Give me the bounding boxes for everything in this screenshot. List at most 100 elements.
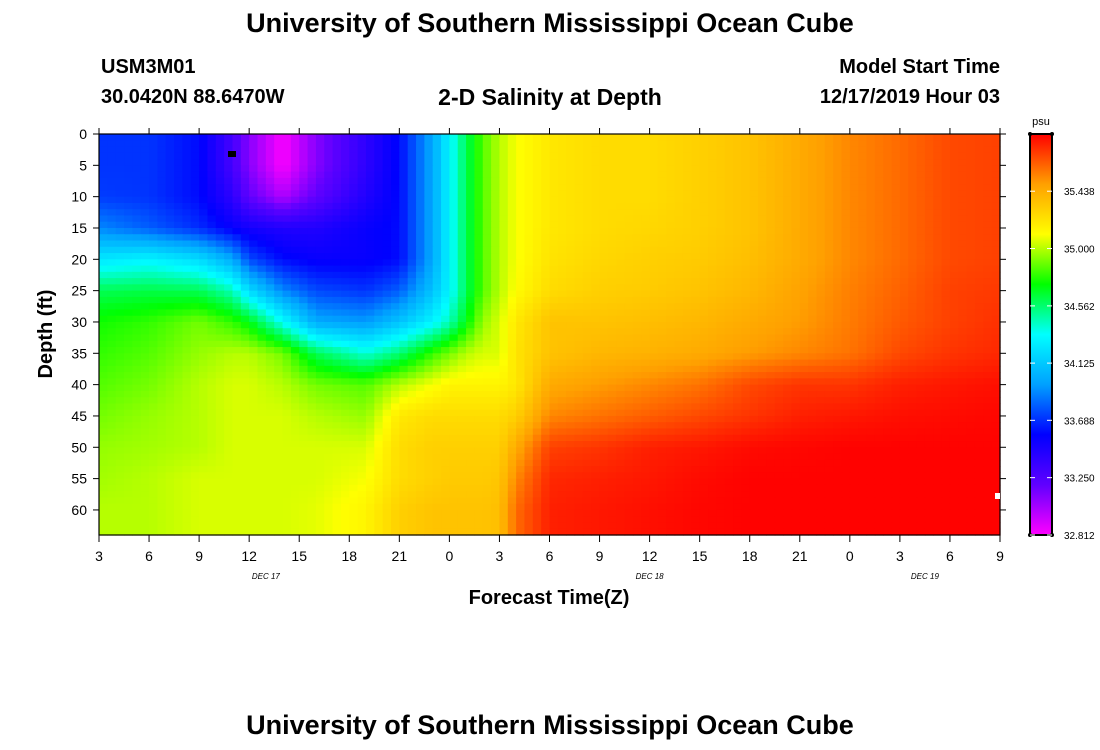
heatmap-cell xyxy=(833,290,843,298)
heatmap-cell xyxy=(324,328,334,336)
heatmap-cell xyxy=(224,227,234,235)
heatmap-cell xyxy=(132,347,142,354)
heatmap-cell xyxy=(140,284,150,292)
heatmap-cell xyxy=(607,234,617,242)
heatmap-cell xyxy=(666,296,676,304)
heatmap-cell xyxy=(916,278,926,285)
heatmap-cell xyxy=(516,290,526,298)
heatmap-cell xyxy=(357,378,367,386)
heatmap-cell xyxy=(124,209,133,217)
heatmap-cell xyxy=(716,165,726,173)
heatmap-cell xyxy=(924,171,934,179)
heatmap-cell xyxy=(474,290,484,298)
heatmap-cell xyxy=(841,340,851,348)
heatmap-cell xyxy=(215,347,225,354)
heatmap-cell xyxy=(649,340,659,348)
heatmap-cell xyxy=(190,215,200,223)
heatmap-cell xyxy=(140,271,150,279)
heatmap-cell xyxy=(182,215,192,223)
heatmap-cell xyxy=(332,365,342,373)
heatmap-cell xyxy=(616,234,626,242)
heatmap-cell xyxy=(124,372,133,379)
heatmap-cell xyxy=(441,303,450,311)
heatmap-cell xyxy=(315,259,325,267)
heatmap-cell xyxy=(307,171,317,179)
heatmap-cell xyxy=(974,278,984,285)
heatmap-cell xyxy=(599,378,609,386)
heatmap-cell xyxy=(399,165,409,173)
heatmap-cell xyxy=(582,134,592,141)
heatmap-cell xyxy=(157,253,167,260)
heatmap-cell xyxy=(441,146,450,154)
heatmap-cell xyxy=(199,152,209,160)
heatmap-cell xyxy=(466,303,476,311)
heatmap-cell xyxy=(949,202,959,210)
heatmap-cell xyxy=(549,140,559,148)
heatmap-cell xyxy=(249,215,259,223)
heatmap-cell xyxy=(616,415,626,423)
heatmap-cell xyxy=(140,378,150,386)
heatmap-cell xyxy=(632,378,642,386)
heatmap-cell xyxy=(149,265,158,273)
heatmap-cell xyxy=(407,221,417,229)
heatmap-cell xyxy=(424,309,434,317)
heatmap-cell xyxy=(140,190,150,198)
heatmap-cell xyxy=(474,159,484,166)
heatmap-cell xyxy=(124,378,133,386)
heatmap-cell xyxy=(382,309,392,317)
heatmap-cell xyxy=(274,328,284,336)
heatmap-cell xyxy=(841,284,851,292)
heatmap-cell xyxy=(966,253,976,260)
heatmap-cell xyxy=(883,290,893,298)
heatmap-cell xyxy=(941,353,951,361)
heatmap-cell xyxy=(557,215,567,223)
heatmap-cell xyxy=(174,315,184,323)
heatmap-cell xyxy=(749,365,759,373)
heatmap-cell xyxy=(966,334,976,342)
heatmap-cell xyxy=(390,347,400,354)
heatmap-cell xyxy=(799,259,809,267)
heatmap-cell xyxy=(207,309,217,317)
heatmap-cell xyxy=(599,365,609,373)
heatmap-cell xyxy=(966,415,976,423)
heatmap-cell xyxy=(916,415,926,423)
heatmap-cell xyxy=(432,253,442,260)
heatmap-cell xyxy=(132,422,142,430)
heatmap-cell xyxy=(908,209,918,217)
heatmap-cell xyxy=(991,221,1001,229)
heatmap-cell xyxy=(207,265,217,273)
heatmap-cell xyxy=(232,246,242,254)
heatmap-cell xyxy=(432,328,442,336)
heatmap-cell xyxy=(124,365,133,373)
heatmap-cell xyxy=(149,422,158,430)
heatmap-cell xyxy=(858,409,868,417)
heatmap-cell xyxy=(749,347,759,354)
heatmap-cell xyxy=(424,171,434,179)
heatmap-cell xyxy=(265,397,275,405)
heatmap-cell xyxy=(232,177,242,185)
heatmap-cell xyxy=(349,296,359,304)
heatmap-cell xyxy=(641,353,651,361)
heatmap-cell xyxy=(432,290,442,298)
heatmap-cell xyxy=(741,309,751,317)
heatmap-cell xyxy=(516,196,526,204)
heatmap-cell xyxy=(766,347,776,354)
heatmap-cell xyxy=(783,321,793,329)
heatmap-cell xyxy=(324,271,334,279)
heatmap-cell xyxy=(457,240,467,248)
heatmap-cell xyxy=(290,353,300,361)
heatmap-cell xyxy=(416,347,425,354)
heatmap-cell xyxy=(699,259,709,267)
heatmap-cell xyxy=(674,190,684,198)
heatmap-cell xyxy=(549,378,559,386)
heatmap-cell xyxy=(933,315,943,323)
heatmap-cell xyxy=(624,221,634,229)
heatmap-cell xyxy=(124,265,133,273)
heatmap-cell xyxy=(124,359,133,367)
heatmap-cell xyxy=(382,390,392,398)
heatmap-cell xyxy=(791,372,801,379)
heatmap-cell xyxy=(566,390,576,398)
heatmap-cell xyxy=(883,303,893,311)
heatmap-cell xyxy=(749,278,759,285)
heatmap-cell xyxy=(249,202,259,210)
